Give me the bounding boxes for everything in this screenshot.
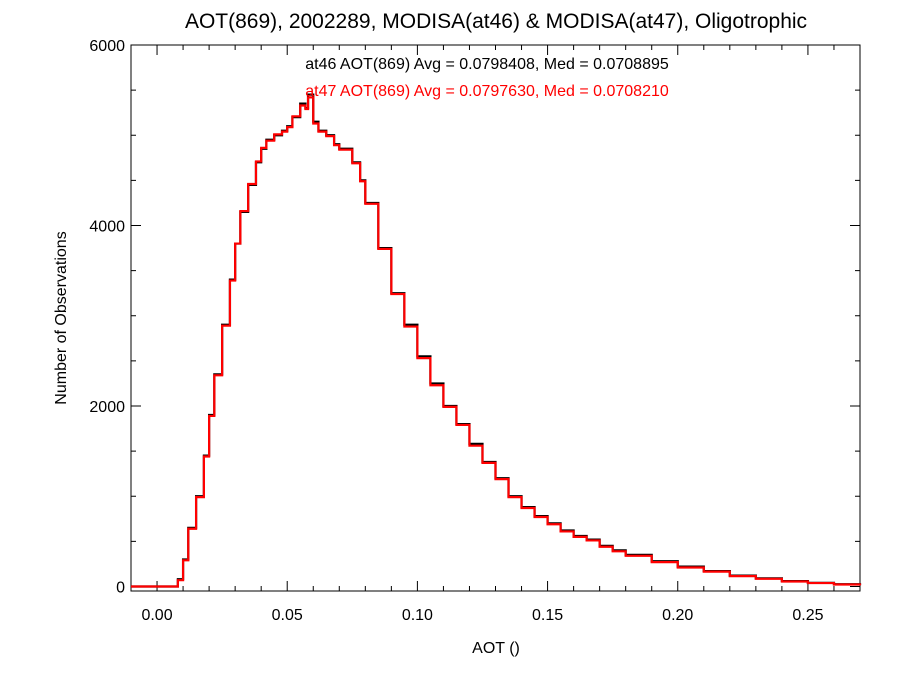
x-axis-label: AOT () bbox=[472, 640, 520, 657]
chart-title: AOT(869), 2002289, MODISA(at46) & MODISA… bbox=[185, 10, 807, 33]
y-tick-label: 6000 bbox=[89, 38, 125, 55]
y-tick-label: 4000 bbox=[89, 218, 125, 235]
y-tick-label: 0 bbox=[116, 579, 125, 596]
x-tick-label: 0.00 bbox=[141, 607, 172, 624]
axis-tick-labels: 0.00 0.05 0.10 0.15 0.20 0.25 0 2000 4000 6000 bbox=[89, 38, 823, 624]
x-tick-label: 0.20 bbox=[662, 607, 693, 624]
x-tick-label: 0.10 bbox=[402, 607, 433, 624]
series-at47-line bbox=[131, 96, 862, 588]
y-tick-label: 2000 bbox=[89, 399, 125, 416]
series-layer bbox=[131, 93, 862, 588]
x-tick-label: 0.05 bbox=[272, 607, 303, 624]
annotation-at46: at46 AOT(869) Avg = 0.0798408, Med = 0.0… bbox=[305, 56, 669, 73]
y-axis-label: Number of Observations bbox=[53, 231, 70, 404]
x-tick-label: 0.15 bbox=[532, 607, 563, 624]
axis-ticks bbox=[131, 44, 861, 591]
annotation-at47: at47 AOT(869) Avg = 0.0797630, Med = 0.0… bbox=[305, 83, 669, 100]
x-tick-label: 0.25 bbox=[792, 607, 823, 624]
